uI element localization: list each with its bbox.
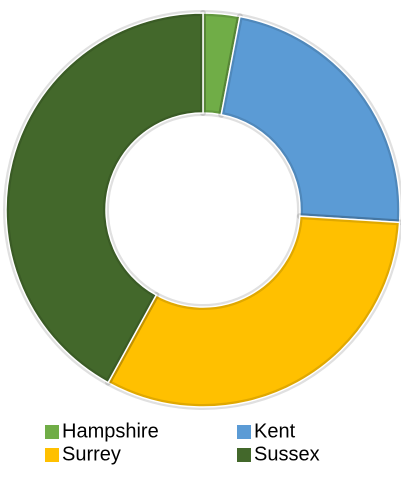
legend-swatch	[237, 448, 251, 462]
legend-label: Surrey	[62, 443, 121, 465]
donut	[3, 10, 401, 410]
slice	[221, 16, 400, 223]
legend-label: Hampshire	[62, 420, 159, 442]
slice-edge	[220, 15, 401, 224]
legend-swatch	[45, 448, 59, 462]
slice	[6, 13, 204, 383]
legend: Hampshire Kent Surrey Sussex	[45, 420, 320, 465]
legend-swatch	[45, 425, 59, 439]
legend-swatch	[237, 425, 251, 439]
slice-edge	[107, 215, 401, 408]
slice	[108, 216, 400, 407]
slice	[203, 13, 240, 115]
legend-label: Kent	[254, 420, 296, 442]
legend-label: Sussex	[254, 443, 320, 465]
slice-edge	[5, 12, 204, 384]
